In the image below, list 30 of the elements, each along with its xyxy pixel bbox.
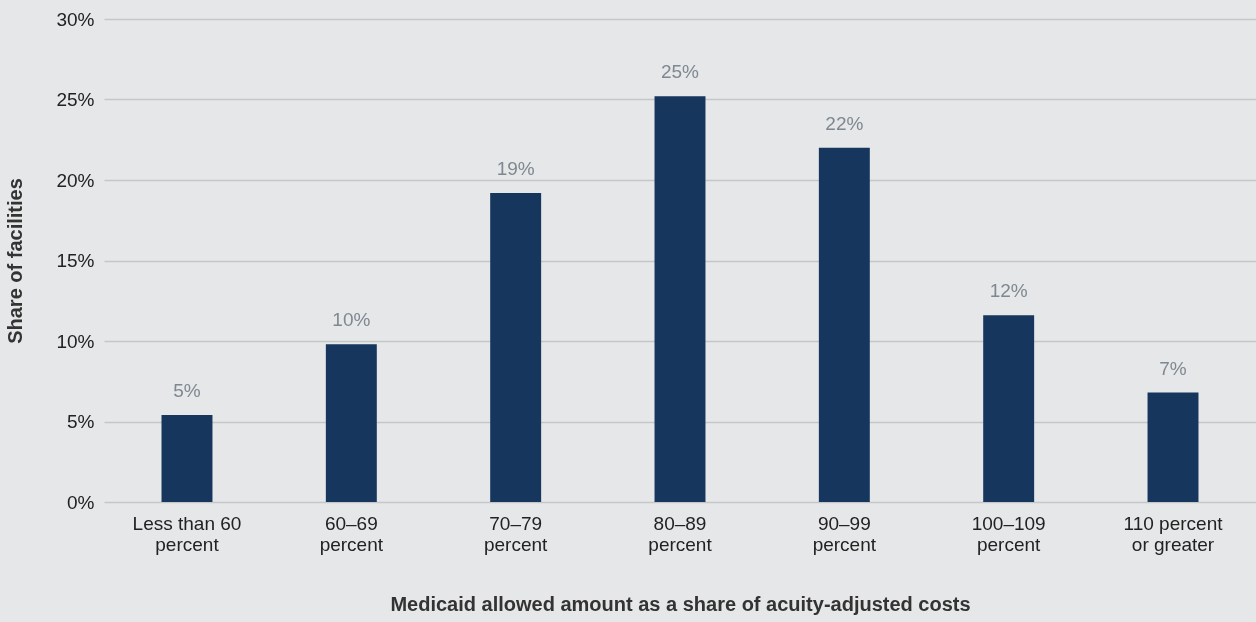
bar [818, 147, 870, 502]
x-tick-label: 90–99 percent [812, 512, 877, 555]
data-label: 25% [660, 61, 700, 83]
x-tick-label: 80–89 percent [648, 512, 713, 555]
x-axis-title: Medicaid allowed amount as a share of acuity-adjusted costs [390, 592, 971, 615]
bar [490, 192, 542, 502]
data-label: 7% [1159, 357, 1187, 379]
y-tick-label: 0% [67, 491, 95, 513]
y-tick-label: 15% [56, 250, 95, 271]
data-label: 22% [825, 112, 864, 134]
bar [654, 96, 706, 502]
data-label: 5% [173, 380, 201, 402]
y-tick-label: 5% [67, 411, 95, 432]
x-tick-label: 60–69 percent [319, 512, 384, 555]
y-tick-label: 20% [56, 169, 95, 191]
data-label: 19% [496, 157, 535, 179]
bar [161, 415, 213, 502]
data-label: 12% [989, 280, 1028, 302]
x-tick-label: 100–109 percent [971, 512, 1046, 555]
x-tick-label: 110 percent or greater [1123, 512, 1224, 555]
bar [325, 344, 377, 502]
y-tick-label: 25% [56, 89, 95, 110]
x-tick-label: Less than 60 percent [132, 512, 242, 555]
y-axis-title: Share of facilities [4, 178, 27, 344]
bar [1147, 392, 1199, 502]
bar [983, 315, 1035, 502]
x-tick-label: 70–79 percent [483, 512, 549, 555]
y-tick-label: 30% [56, 8, 95, 30]
y-tick-label: 10% [56, 330, 95, 352]
data-label: 10% [332, 309, 371, 331]
